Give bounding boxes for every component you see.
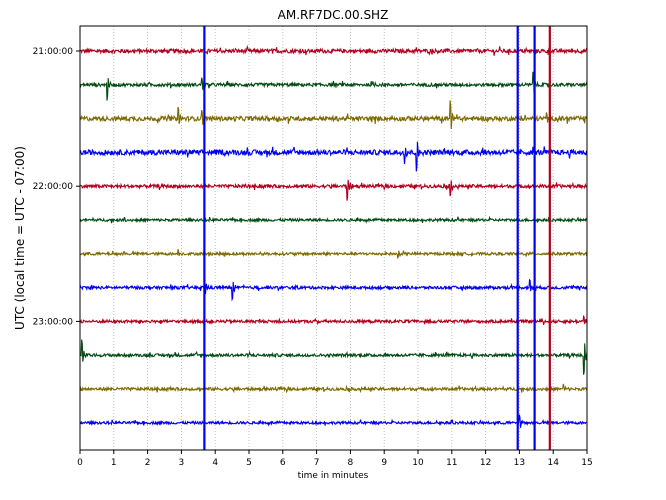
x-tick-label: 1 — [111, 458, 117, 468]
x-tick-label: 14 — [547, 458, 559, 468]
trace-line — [79, 215, 588, 224]
x-tick-label: 2 — [145, 458, 151, 468]
plot-frame — [79, 25, 588, 451]
x-tick-label: 13 — [514, 458, 525, 468]
x-tick-label: 9 — [381, 458, 387, 468]
x-tick-label: 6 — [280, 458, 286, 468]
trace-group — [79, 44, 588, 428]
x-tick-label: 3 — [179, 458, 185, 468]
trace-line — [79, 141, 588, 172]
trace-line — [80, 249, 588, 260]
y-tick-label: 23:00:00 — [33, 317, 74, 327]
x-tick-label: 11 — [446, 458, 457, 468]
spike-group — [203, 26, 551, 450]
trace-line — [79, 44, 588, 56]
y-axis-label: UTC (local time = UTC - 07:00) — [13, 146, 27, 330]
trace-line — [79, 315, 588, 326]
x-tick-label: 7 — [314, 458, 320, 468]
x-tick-label: 4 — [212, 458, 218, 468]
x-axis-ticks: 0 1 2 3 4 5 6 7 8 9 10 11 12 13 14 15 — [77, 450, 593, 468]
x-tick-label: 10 — [412, 458, 424, 468]
trace-line — [79, 100, 588, 129]
trace-line — [79, 414, 588, 428]
trace-line — [79, 71, 588, 101]
trace-line — [79, 383, 588, 394]
y-axis-ticks: 21:00:00 22:00:00 23:00:00 — [33, 47, 80, 327]
x-axis-label: time in minutes — [298, 471, 369, 481]
y-tick-label: 21:00:00 — [33, 47, 74, 57]
x-tick-label: 0 — [77, 458, 83, 468]
x-tick-label: 8 — [348, 458, 354, 468]
chart-title: AM.RF7DC.00.SHZ — [278, 8, 389, 22]
x-tick-label: 12 — [480, 458, 491, 468]
x-tick-label: 5 — [246, 458, 252, 468]
trace-line — [79, 278, 588, 302]
trace-line — [79, 179, 588, 201]
trace-line — [79, 339, 588, 375]
x-tick-label: 15 — [581, 458, 592, 468]
y-tick-label: 22:00:00 — [33, 182, 74, 192]
